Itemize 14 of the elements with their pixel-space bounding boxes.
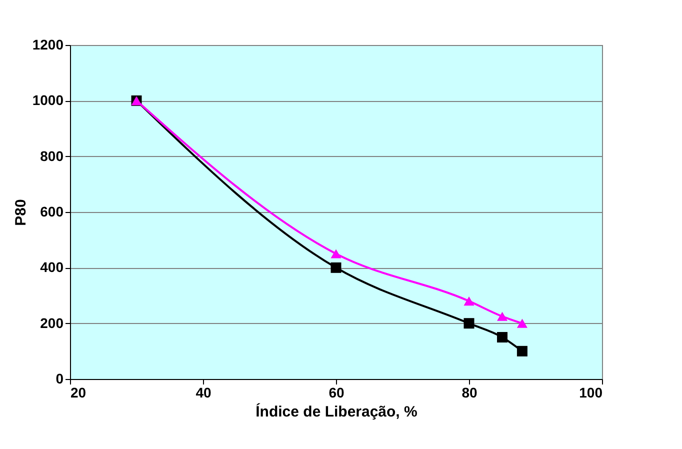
y-axis-title: P80 — [12, 199, 30, 226]
y-tick-label: 0 — [56, 370, 64, 386]
y-tick-label: 1000 — [32, 92, 64, 108]
x-axis-title: Índice de Liberação, % — [256, 402, 418, 420]
y-tick-label: 600 — [40, 204, 64, 220]
y-tick-label: 400 — [40, 259, 64, 276]
x-tick-label: 40 — [196, 384, 212, 400]
x-tick-label: 100 — [579, 384, 603, 400]
y-tick-label: 200 — [40, 314, 64, 331]
x-tick-label: 20 — [70, 384, 86, 400]
x-tick-label: 60 — [328, 384, 344, 400]
y-tick-label: 1200 — [32, 36, 64, 52]
y-tick-label: 800 — [40, 148, 64, 164]
x-tick-label: 80 — [462, 384, 478, 400]
